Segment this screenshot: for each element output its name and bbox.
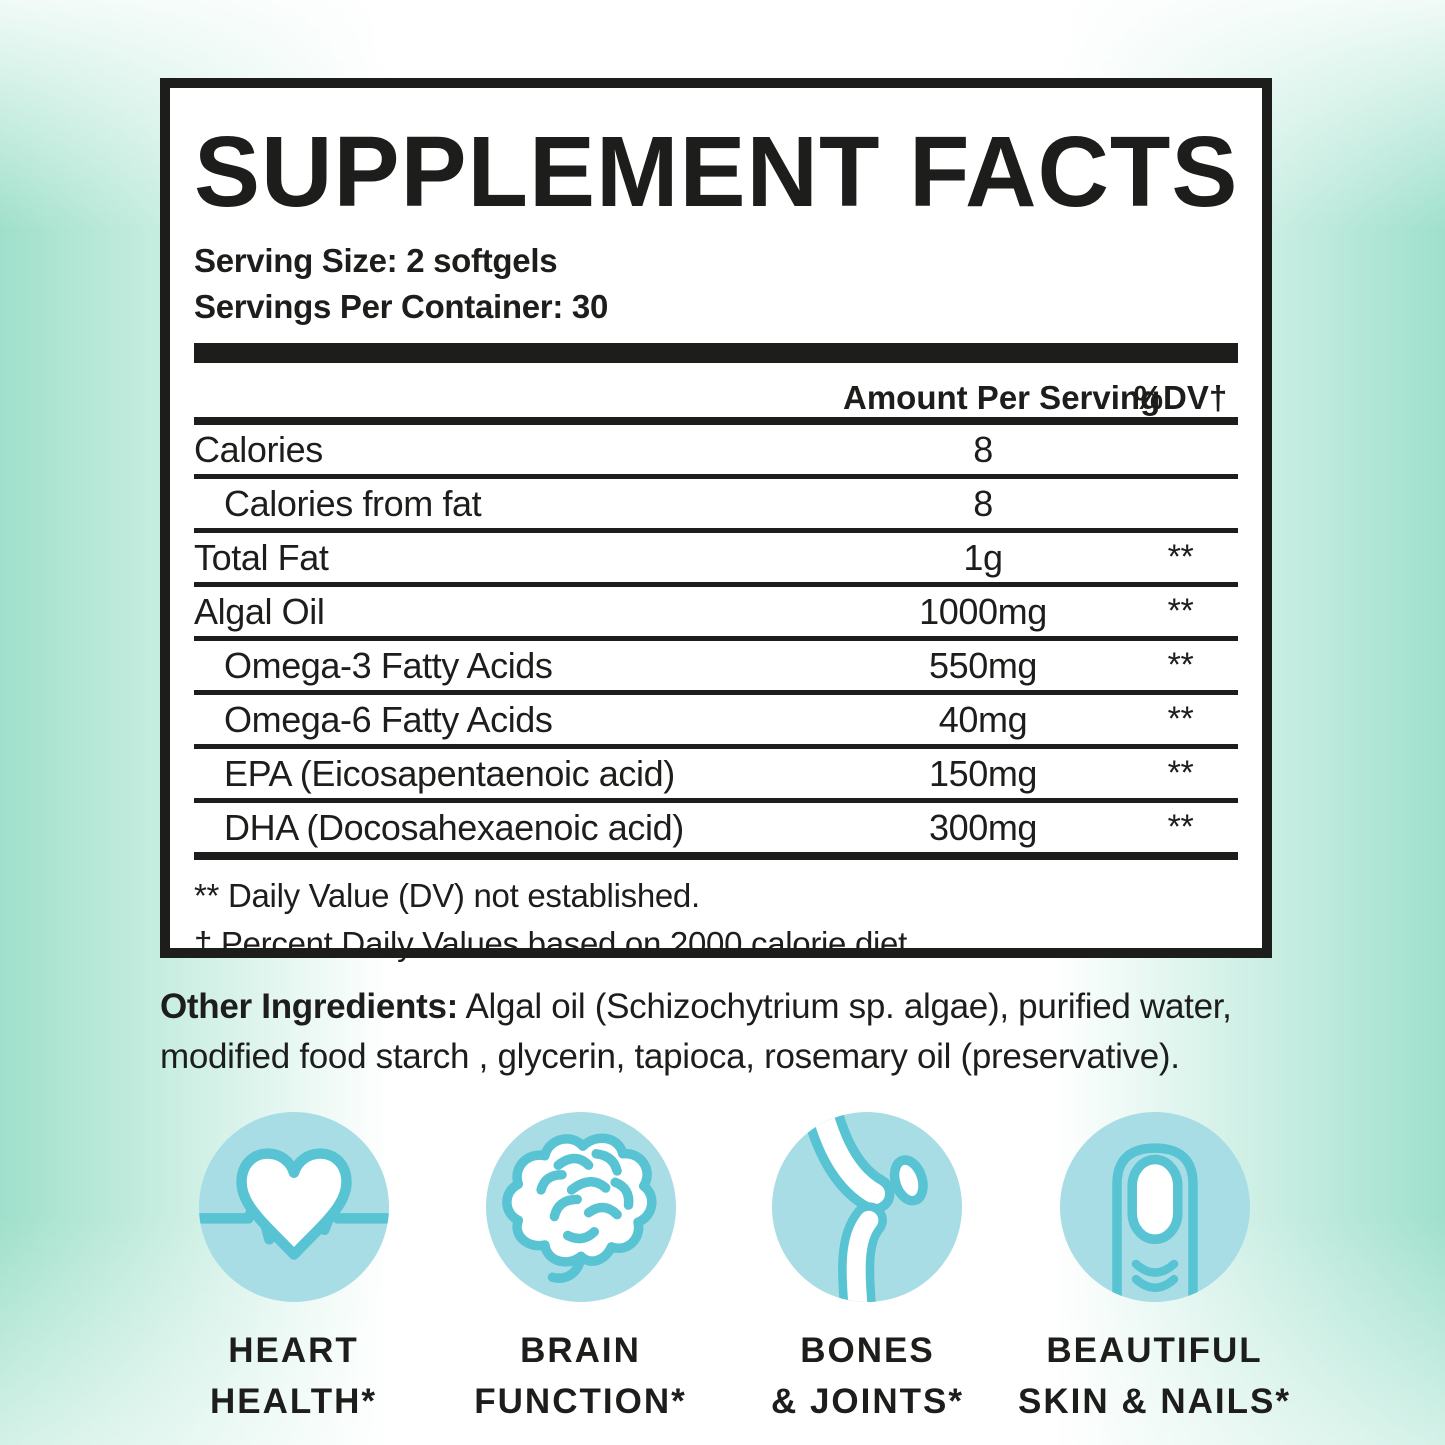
nutrient-amount: 8 — [973, 482, 993, 524]
nutrient-amount: 1000mg — [919, 590, 1047, 632]
knee-joint-icon — [772, 1112, 963, 1302]
serving-info: Serving Size: 2 softgels Servings Per Co… — [194, 238, 1238, 329]
brain-icon — [485, 1112, 676, 1302]
nutrient-amount: 550mg — [928, 644, 1038, 686]
heart-ekg-icon — [198, 1112, 389, 1302]
fingernail-icon — [1059, 1112, 1250, 1302]
benefit-brain-function: BRAIN FUNCTION* — [474, 1112, 686, 1428]
benefit-label: HEART HEALTH* — [210, 1326, 377, 1428]
other-ingredients-text: Algal oil (Schizochytrium sp. algae), pu… — [160, 987, 1232, 1076]
benefit-label-line1: HEART — [228, 1331, 359, 1370]
benefits-row: HEART HEALTH* — [150, 1112, 1298, 1428]
nutrient-name: Omega-6 Fatty Acids — [224, 698, 553, 740]
benefit-label-line1: BONES — [800, 1331, 935, 1370]
nutrient-amount: 8 — [973, 428, 993, 470]
nutrient-name: Omega-3 Fatty Acids — [224, 644, 553, 686]
other-ingredients: Other Ingredients: Algal oil (Schizochyt… — [160, 982, 1300, 1081]
benefit-label: BRAIN FUNCTION* — [474, 1326, 686, 1428]
thick-divider-bar — [194, 343, 1238, 364]
nutrient-name: EPA (Eicosapentaenoic acid) — [224, 752, 675, 794]
header-percent-dv: %DV† — [1133, 379, 1228, 417]
nutrient-amount: 40mg — [938, 698, 1028, 740]
table-row: Calories 8 — [194, 425, 1238, 474]
benefit-label-line1: BRAIN — [520, 1331, 641, 1370]
benefit-skin-nails: BEAUTIFUL SKIN & NAILS* — [1018, 1112, 1291, 1428]
nutrient-name: Total Fat — [194, 536, 329, 578]
benefit-label-line2: FUNCTION* — [474, 1381, 687, 1421]
nutrient-amount: 300mg — [928, 806, 1038, 848]
table-row: DHA (Docosahexaenoic acid) 300mg ** — [194, 798, 1238, 861]
serving-size: Serving Size: 2 softgels — [194, 242, 558, 279]
table-header-row: Amount Per Serving %DV† — [194, 363, 1238, 426]
nutrient-dv: ** — [1167, 646, 1194, 685]
table-row: Total Fat 1g ** — [194, 528, 1238, 582]
nutrient-dv: ** — [1167, 538, 1194, 577]
benefit-bones-joints: BONES & JOINTS* — [771, 1112, 964, 1428]
servings-per-container: Servings Per Container: 30 — [194, 287, 609, 325]
table-row: Omega-3 Fatty Acids 550mg ** — [194, 636, 1238, 690]
table-row: Omega-6 Fatty Acids 40mg ** — [194, 690, 1238, 744]
nutrient-name: Calories — [194, 428, 323, 470]
footnotes: ** Daily Value (DV) not established. † P… — [194, 872, 1238, 968]
nutrient-dv: ** — [1167, 592, 1194, 631]
supplement-facts-panel: SUPPLEMENT FACTS Serving Size: 2 softgel… — [160, 78, 1272, 962]
benefit-label-line2: & JOINTS* — [770, 1381, 965, 1421]
footnote-dv: ** Daily Value (DV) not established. — [194, 877, 700, 915]
benefit-label: BONES & JOINTS* — [771, 1326, 964, 1428]
header-amount-per-serving: Amount Per Serving — [843, 379, 1161, 417]
table-row: Calories from fat 8 — [194, 474, 1238, 528]
nutrient-name: DHA (Docosahexaenoic acid) — [224, 806, 684, 848]
nutrient-dv: ** — [1167, 700, 1194, 739]
nutrient-name: Calories from fat — [224, 482, 482, 524]
nutrient-dv: ** — [1167, 754, 1194, 793]
benefit-label-line2: SKIN & NAILS* — [1018, 1381, 1291, 1421]
benefit-label: BEAUTIFUL SKIN & NAILS* — [1018, 1326, 1291, 1428]
nutrient-name: Algal Oil — [194, 590, 325, 632]
table-row: EPA (Eicosapentaenoic acid) 150mg ** — [194, 744, 1238, 798]
nutrient-amount: 150mg — [928, 752, 1038, 794]
benefit-label-line1: BEAUTIFUL — [1046, 1331, 1263, 1370]
panel-title: SUPPLEMENT FACTS — [194, 116, 1239, 228]
benefit-label-line2: HEALTH* — [210, 1381, 377, 1421]
nutrient-dv: ** — [1167, 808, 1194, 847]
other-ingredients-label: Other Ingredients: — [160, 987, 458, 1026]
table-row: Algal Oil 1000mg ** — [194, 582, 1238, 636]
nutrient-amount: 1g — [963, 536, 1003, 578]
benefit-heart-health: HEART HEALTH* — [198, 1112, 389, 1428]
footnote-percent: † Percent Daily Values based on 2000 cal… — [194, 924, 916, 962]
